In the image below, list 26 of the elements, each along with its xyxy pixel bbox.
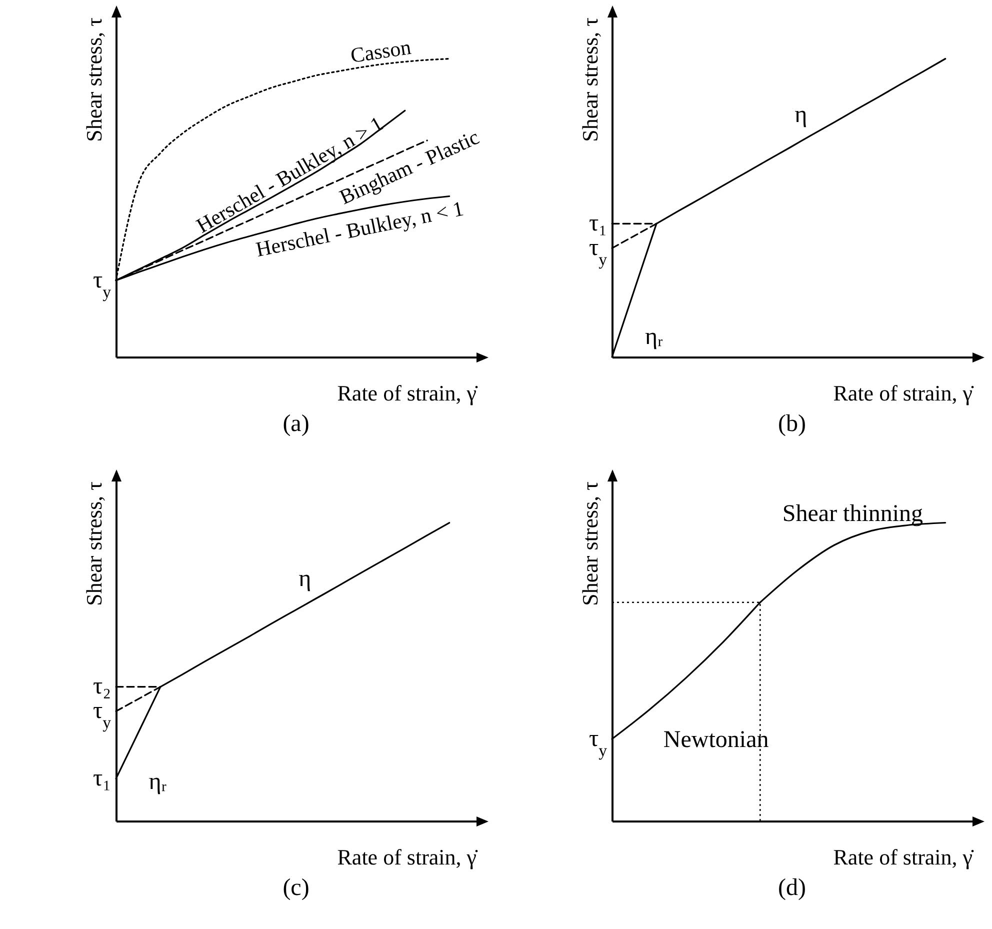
text: τ₁	[588, 210, 607, 237]
text: (a)	[282, 411, 310, 437]
text: (d)	[778, 875, 806, 901]
x-axis-title: Rate of strain, γ̇	[833, 380, 974, 406]
series-label: η	[298, 566, 312, 592]
text: Casson	[348, 34, 414, 68]
series-label: Newtonian	[663, 726, 769, 753]
text: (b)	[778, 411, 806, 437]
x-axis-title: Rate of strain, γ̇	[337, 844, 478, 870]
text: τ$_{y}$	[588, 726, 608, 760]
text: τ$_{y}$	[92, 698, 112, 732]
x-axis-title: Rate of strain, γ̇	[833, 844, 974, 870]
series-label: η	[794, 102, 808, 128]
y-axis-title: Shear stress, τ	[578, 17, 602, 142]
text: τ$_{y}$	[92, 268, 112, 301]
y-axis-title: Shear stress, τ	[82, 17, 106, 142]
text: τ$_{y}$	[588, 235, 608, 269]
series-label: ηᵣ	[644, 324, 664, 350]
series-label: ηᵣ	[148, 768, 167, 795]
y-axis-title: Shear stress, τ	[82, 481, 106, 606]
y-axis-title: Shear stress, τ	[578, 481, 602, 606]
text: τ₂	[92, 674, 111, 700]
text: τ₁	[92, 766, 111, 792]
text: (c)	[282, 875, 310, 901]
series-label: Shear thinning	[782, 500, 924, 527]
x-axis-title: Rate of strain, γ̇	[337, 380, 478, 406]
